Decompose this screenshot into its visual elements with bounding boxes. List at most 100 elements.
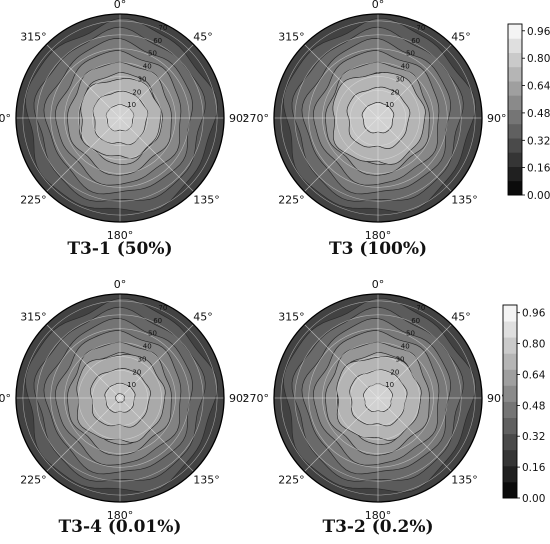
radial-tick-label: 40 [143,63,152,71]
colorbar-tick-label: 0.80 [527,53,550,65]
polar-panel-2: 10 20 30 40 50 60 70 0° 45° 90° 135° 180° 225° 270° 31… [243,0,507,259]
angle-label: 225° [20,473,47,486]
colorbar-step [508,24,522,39]
radial-tick-label: 40 [401,343,410,351]
grid-spoke [119,44,194,119]
radial-tick-label: 70 [416,24,425,32]
colorbar-tick-label: 0.64 [522,370,546,382]
radial-tick-label: 50 [148,330,157,338]
colorbar-frame [507,23,523,196]
polar-grid [16,294,224,502]
grid-spoke [46,44,121,119]
grid-spoke [377,397,452,472]
angle-label: 180° [365,229,392,242]
radial-tick-label: 30 [138,355,147,363]
colorbar-step [508,38,522,53]
angle-label: 0° [114,0,127,11]
radial-tick-label: 60 [153,37,162,45]
colorbar-step [508,81,522,96]
polar-grid [274,14,482,222]
angle-label: 315° [20,31,47,44]
colorbar-tick-label: 0.00 [522,493,545,505]
angle-label: 90° [487,392,507,405]
polar-panel-1: 10 20 30 40 50 60 70 0° 45° 90° 135° 180° 225° 270° 31… [0,0,249,259]
radial-tick-label: 60 [153,317,162,325]
grid-spoke [46,324,121,399]
colorbar-tick-label: 0.32 [527,135,550,147]
polar-frame [273,13,483,223]
angle-label: 135° [451,193,478,206]
radial-tick-label: 10 [385,381,394,389]
colorbar-step [508,95,522,110]
radial-tick-label: 40 [401,63,410,71]
radial-tick-label: 30 [138,75,147,83]
angle-label: 225° [278,473,305,486]
colorbar-step [503,353,517,370]
panel-caption: T3-2 (0.2%) [322,517,433,537]
radial-tick-label: 70 [158,24,167,32]
radial-tick-label: 50 [406,330,415,338]
colorbar-step [508,109,522,125]
colorbar-tick-label: 0.96 [527,26,550,38]
panel-caption: T3-1 (50%) [67,239,172,259]
colorbar-tick-label: 0.16 [522,462,546,474]
grid-spoke [377,117,452,192]
colorbar-step [503,465,517,483]
panel-caption: T3-4 (0.01%) [59,517,182,537]
colorbar-step [503,449,517,467]
colorbar-step [508,52,522,68]
angle-label: 135° [193,473,220,486]
colorbar-step [503,321,517,338]
radial-tick-label: 60 [411,37,420,45]
polar-panel-3: 10 20 30 40 50 60 70 0° 45° 90° 135° 180° 225° 270° 31… [0,278,249,537]
colorbar-2: 0.96 0.80 0.64 0.48 0.32 0.16 0.00 [502,304,546,505]
angle-label: 315° [278,311,305,324]
colorbar-step [508,166,522,182]
radial-tick-label: 70 [158,304,167,312]
colorbar-step [508,180,522,196]
angle-label: 315° [20,311,47,324]
radial-tick-label: 50 [406,50,415,58]
grid-spoke [304,44,379,119]
grid-spoke [46,397,121,472]
angle-label: 225° [20,193,47,206]
angle-label: 270° [243,112,270,125]
grid-spoke [377,44,452,119]
angle-label: 0° [372,0,385,11]
colorbar-step [503,401,517,418]
colorbar-step [508,152,522,167]
angle-label: 135° [193,193,220,206]
radial-tick-label: 20 [390,368,399,376]
colorbar-tick-label: 0.64 [527,81,550,93]
radial-tick-label: 10 [127,381,136,389]
angle-label: 270° [0,392,11,405]
angle-label: 45° [451,311,471,324]
angle-label: 180° [365,509,392,522]
angle-label: 135° [451,473,478,486]
radial-tick-label: 60 [411,317,420,325]
colorbar-step [503,385,517,402]
angle-label: 90° [487,112,507,125]
angle-label: 315° [278,31,305,44]
grid-spoke [304,397,379,472]
angle-label: 225° [278,193,305,206]
polar-panel-4: 10 20 30 40 50 60 70 0° 45° 90° 135° 180° 225° 270° 31… [243,278,507,537]
colorbar-step [508,66,522,82]
colorbar-tick-label: 0.48 [527,108,550,120]
angle-label: 45° [451,31,471,44]
colorbar-tick-label: 0.96 [522,308,546,320]
polar-frame [273,293,483,503]
grid-spoke [46,117,121,192]
angle-label: 0° [372,278,385,291]
grid-spoke [304,324,379,399]
grid-spoke [119,397,194,472]
radial-tick-label: 10 [127,101,136,109]
colorbar-tick-label: 0.32 [522,431,545,443]
angle-label: 270° [243,392,270,405]
angle-label: 90° [229,112,249,125]
colorbar-1: 0.96 0.80 0.64 0.48 0.32 0.16 0.00 [507,23,550,202]
radial-tick-label: 30 [396,75,405,83]
colorbar-step [503,305,517,322]
radial-tick-label: 50 [148,50,157,58]
